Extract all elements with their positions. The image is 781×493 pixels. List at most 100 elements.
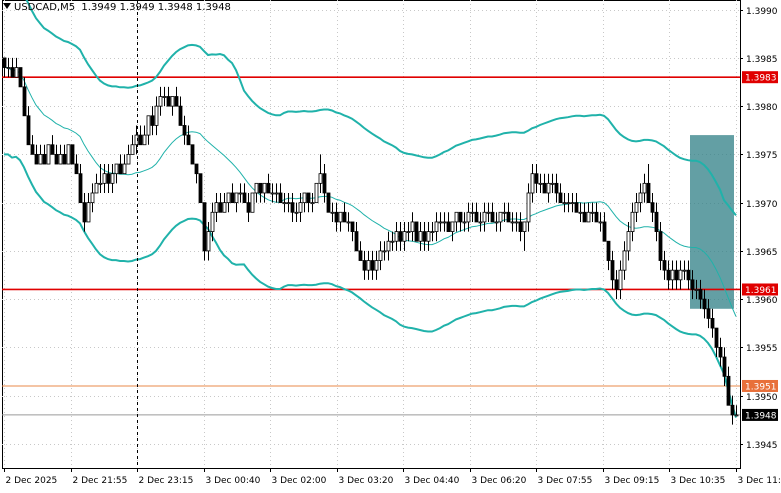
candle — [39, 145, 42, 164]
candle-body — [503, 212, 506, 213]
candle-body — [735, 415, 738, 416]
candle-body — [643, 183, 646, 193]
candle — [687, 261, 690, 290]
candle-body — [251, 193, 254, 212]
candle-body — [167, 96, 170, 106]
candle — [559, 183, 562, 202]
candle — [95, 174, 98, 193]
candle — [291, 193, 294, 222]
candle-body — [35, 154, 38, 164]
candle — [307, 193, 310, 212]
candle-body — [227, 193, 230, 203]
candle — [387, 232, 390, 261]
candle-body — [675, 270, 678, 280]
candle-body — [619, 270, 622, 289]
candle-body — [3, 58, 6, 68]
candle — [255, 183, 258, 202]
candle-body — [239, 193, 242, 194]
candle-body — [659, 232, 662, 261]
candle-body — [379, 251, 382, 261]
candle-body — [283, 203, 286, 204]
candle — [511, 212, 514, 231]
candle-body — [187, 135, 190, 145]
candle-body — [75, 164, 78, 174]
candle — [459, 212, 462, 231]
candle-body — [95, 183, 98, 193]
candle — [391, 232, 394, 251]
candle — [395, 222, 398, 251]
y-tick-label: 1.3975 — [746, 151, 778, 161]
candle — [671, 261, 674, 290]
candle — [247, 193, 250, 222]
candle-body — [419, 232, 422, 242]
candle — [503, 203, 506, 222]
candle-body — [483, 212, 486, 222]
candle-body — [67, 145, 70, 164]
candle-body — [647, 183, 650, 202]
candle-body — [279, 193, 282, 203]
candle — [419, 222, 422, 251]
lower-band-line — [4, 154, 736, 417]
candle — [563, 193, 566, 212]
candle — [83, 193, 86, 232]
candle-body — [615, 280, 618, 290]
candle-body — [327, 193, 330, 212]
candle — [535, 164, 538, 193]
candle — [483, 203, 486, 232]
y-tick-label: 1.3985 — [746, 55, 778, 65]
candle-body — [715, 328, 718, 347]
candle-body — [519, 222, 522, 232]
candle-body — [351, 222, 354, 232]
candle-body — [179, 106, 182, 125]
candle-body — [31, 145, 34, 155]
candle — [283, 193, 286, 212]
candle-body — [307, 193, 310, 203]
candle-body — [423, 232, 426, 242]
candle — [299, 193, 302, 222]
candle-body — [219, 203, 222, 213]
candle — [427, 222, 430, 251]
candle — [51, 135, 54, 154]
x-tick-label: 3 Dec 06:20 — [472, 476, 527, 486]
candle — [679, 261, 682, 290]
candle — [155, 96, 158, 135]
candle-body — [399, 232, 402, 242]
candle — [167, 87, 170, 106]
candle — [327, 193, 330, 212]
candle — [555, 174, 558, 203]
candle — [35, 145, 38, 164]
candle-body — [707, 309, 710, 319]
candle-body — [695, 289, 698, 290]
candle — [383, 241, 386, 260]
candle — [131, 135, 134, 154]
candle-body — [11, 68, 14, 78]
candle-body — [415, 222, 418, 241]
candle-body — [371, 261, 374, 271]
candle — [711, 309, 714, 338]
candle-body — [703, 299, 706, 309]
candle — [543, 174, 546, 193]
dropdown-triangle-icon[interactable] — [3, 3, 11, 9]
candle — [279, 183, 282, 202]
x-tick-label: 2 Dec 2025 — [6, 476, 58, 486]
candle-body — [539, 183, 542, 184]
candle — [63, 145, 66, 164]
candle — [407, 222, 410, 241]
candle-body — [679, 270, 682, 280]
candle-body — [7, 68, 10, 69]
candle-body — [27, 116, 30, 145]
candle-body — [671, 270, 674, 280]
candle-body — [79, 174, 82, 203]
candle-body — [451, 222, 454, 232]
candle — [227, 193, 230, 212]
candle — [195, 164, 198, 183]
candle — [479, 212, 482, 231]
candle-body — [531, 174, 534, 193]
candle-body — [411, 222, 414, 232]
candle — [375, 251, 378, 280]
candle-body — [599, 222, 602, 223]
candle — [495, 212, 498, 231]
candle-body — [699, 289, 702, 299]
